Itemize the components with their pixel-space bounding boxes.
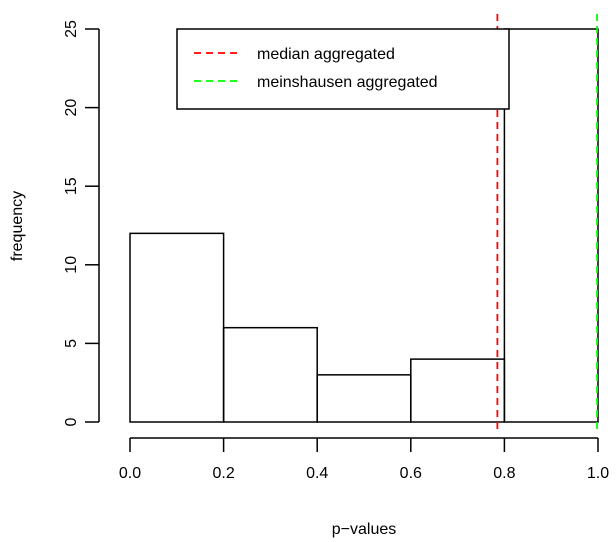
histogram-bar: [504, 29, 598, 422]
legend-label: meinshausen aggregated: [257, 74, 438, 91]
x-axis-title: p−values: [332, 521, 397, 538]
y-tick-label: 15: [63, 177, 80, 195]
legend: median aggregated meinshausen aggregated: [177, 29, 509, 109]
histogram-bar: [130, 233, 224, 422]
x-tick-label: 0.4: [306, 465, 328, 482]
y-axis: 0 5 10 15 20 25: [63, 20, 99, 426]
y-axis-title: frequency: [9, 191, 26, 261]
y-tick-label: 5: [63, 339, 80, 348]
x-tick-label: 1.0: [587, 465, 609, 482]
x-tick-label: 0.0: [119, 465, 141, 482]
y-tick-label: 10: [63, 256, 80, 274]
histogram-bar: [411, 359, 505, 422]
y-tick-label: 0: [63, 417, 80, 426]
y-tick-label: 20: [63, 99, 80, 117]
histogram-bar: [224, 328, 318, 422]
x-axis: 0.0 0.2 0.4 0.6 0.8 1.0: [119, 438, 609, 482]
x-tick-label: 0.6: [400, 465, 422, 482]
histogram-bar: [317, 375, 411, 422]
legend-box: [177, 29, 509, 109]
legend-label: median aggregated: [257, 46, 395, 63]
x-tick-label: 0.2: [212, 465, 234, 482]
x-tick-label: 0.8: [493, 465, 515, 482]
reference-lines: [497, 14, 597, 430]
y-tick-label: 25: [63, 20, 80, 38]
